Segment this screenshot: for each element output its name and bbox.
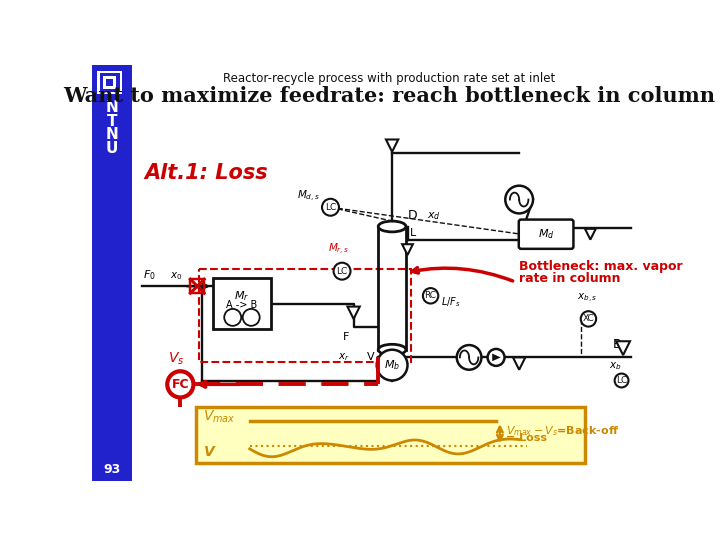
Text: LC: LC	[325, 202, 336, 212]
Circle shape	[581, 311, 596, 327]
Text: $V_{max}$: $V_{max}$	[204, 408, 236, 425]
Text: 93: 93	[103, 463, 120, 476]
Circle shape	[167, 372, 194, 397]
Bar	[99, 73, 120, 92]
Bar	[213, 279, 271, 328]
Circle shape	[456, 345, 482, 370]
Text: LC: LC	[336, 267, 348, 275]
Text: $x_b$: $x_b$	[609, 361, 621, 372]
Text: Reactor-recycle process with production rate set at inlet: Reactor-recycle process with production …	[223, 72, 555, 85]
Text: $M_d$: $M_d$	[538, 227, 554, 241]
Text: T: T	[107, 113, 117, 129]
Circle shape	[377, 350, 408, 381]
Text: $M_r$: $M_r$	[234, 289, 250, 303]
Text: XC: XC	[582, 314, 594, 323]
Polygon shape	[616, 341, 630, 355]
Polygon shape	[348, 307, 360, 319]
Text: $x_0$: $x_0$	[170, 271, 183, 282]
Bar	[107, 79, 112, 85]
Ellipse shape	[378, 221, 406, 232]
Text: D: D	[408, 209, 417, 222]
Circle shape	[322, 199, 339, 215]
Text: A -> B: A -> B	[226, 300, 258, 310]
Text: $V_{max}-V_s$=Back-off: $V_{max}-V_s$=Back-off	[506, 424, 620, 438]
Bar	[196, 408, 585, 463]
Text: $x_{b,s}$: $x_{b,s}$	[577, 292, 597, 305]
Bar	[92, 65, 132, 481]
Bar	[97, 71, 122, 94]
Circle shape	[423, 288, 438, 303]
Text: $M_b$: $M_b$	[384, 358, 400, 372]
Polygon shape	[492, 354, 500, 361]
Circle shape	[333, 262, 351, 280]
Text: V: V	[204, 445, 215, 459]
Text: RC: RC	[425, 291, 436, 300]
Text: $M_{r,s}$: $M_{r,s}$	[328, 242, 349, 257]
Circle shape	[487, 349, 505, 366]
FancyBboxPatch shape	[519, 220, 573, 249]
Polygon shape	[402, 244, 413, 255]
Text: U: U	[106, 141, 118, 156]
Text: Want to maximize feedrate: reach bottleneck in column: Want to maximize feedrate: reach bottlen…	[63, 86, 715, 106]
Text: FC: FC	[171, 378, 189, 391]
Text: N: N	[105, 100, 118, 114]
Bar	[190, 279, 204, 293]
Circle shape	[243, 309, 260, 326]
Text: $M_{d,s}$: $M_{d,s}$	[297, 189, 320, 204]
Bar	[102, 76, 117, 90]
Text: $L/F_s$: $L/F_s$	[441, 295, 461, 309]
Text: F: F	[343, 332, 350, 342]
Text: L: L	[410, 228, 416, 239]
Ellipse shape	[378, 345, 406, 355]
Text: $x_d$: $x_d$	[427, 210, 441, 222]
Text: N: N	[105, 127, 118, 143]
Circle shape	[615, 374, 629, 387]
Circle shape	[224, 309, 241, 326]
Text: V: V	[366, 353, 374, 362]
Text: LC: LC	[616, 376, 627, 385]
Text: $F_0$: $F_0$	[143, 268, 156, 282]
Circle shape	[505, 186, 533, 213]
Text: Alt.1: Loss: Alt.1: Loss	[144, 163, 268, 183]
Text: B: B	[613, 338, 621, 351]
Bar	[199, 269, 411, 362]
Text: rate in column: rate in column	[519, 272, 621, 285]
Polygon shape	[513, 357, 526, 370]
Text: Bottleneck: max. vapor: Bottleneck: max. vapor	[519, 260, 683, 273]
Text: $V_s$: $V_s$	[168, 351, 185, 367]
Text: = Loss: = Loss	[506, 433, 547, 443]
Polygon shape	[386, 139, 398, 152]
Polygon shape	[585, 229, 595, 240]
Text: $x_r$: $x_r$	[338, 351, 350, 363]
